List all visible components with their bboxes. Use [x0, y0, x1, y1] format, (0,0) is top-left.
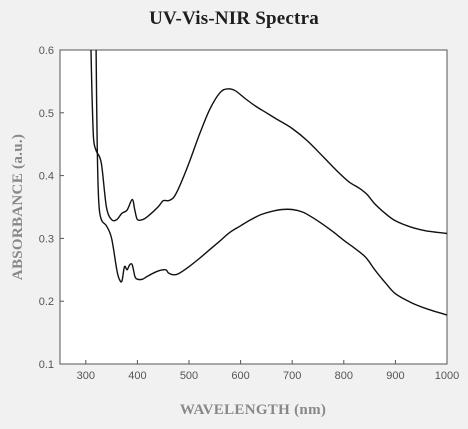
- y-tick-label: 0.6: [39, 45, 54, 57]
- y-tick-label: 0.2: [39, 296, 54, 308]
- y-axis-title: ABSORBANCE (a.u.): [10, 134, 26, 280]
- x-tick-label: 900: [386, 370, 404, 382]
- x-tick-label: 700: [283, 370, 301, 382]
- spectrum-line-2: [95, 49, 448, 316]
- y-tick-label: 0.1: [39, 359, 54, 371]
- x-tick-label: 500: [180, 370, 198, 382]
- plot-area: [59, 49, 448, 365]
- x-tick-label: 300: [77, 370, 95, 382]
- y-tick-label: 0.5: [39, 108, 54, 120]
- y-tick-label: 0.3: [39, 233, 54, 245]
- x-tick-label: 600: [231, 370, 249, 382]
- chart-title: UV-Vis-NIR Spectra: [149, 8, 319, 29]
- x-tick-label: 1000: [435, 370, 459, 382]
- x-axis-title: WAVELENGTH (nm): [180, 402, 326, 418]
- x-tick-label: 400: [128, 370, 146, 382]
- y-tick-label: 0.4: [39, 171, 54, 183]
- x-tick-label: 800: [335, 370, 353, 382]
- spectrum-line-1: [90, 49, 448, 235]
